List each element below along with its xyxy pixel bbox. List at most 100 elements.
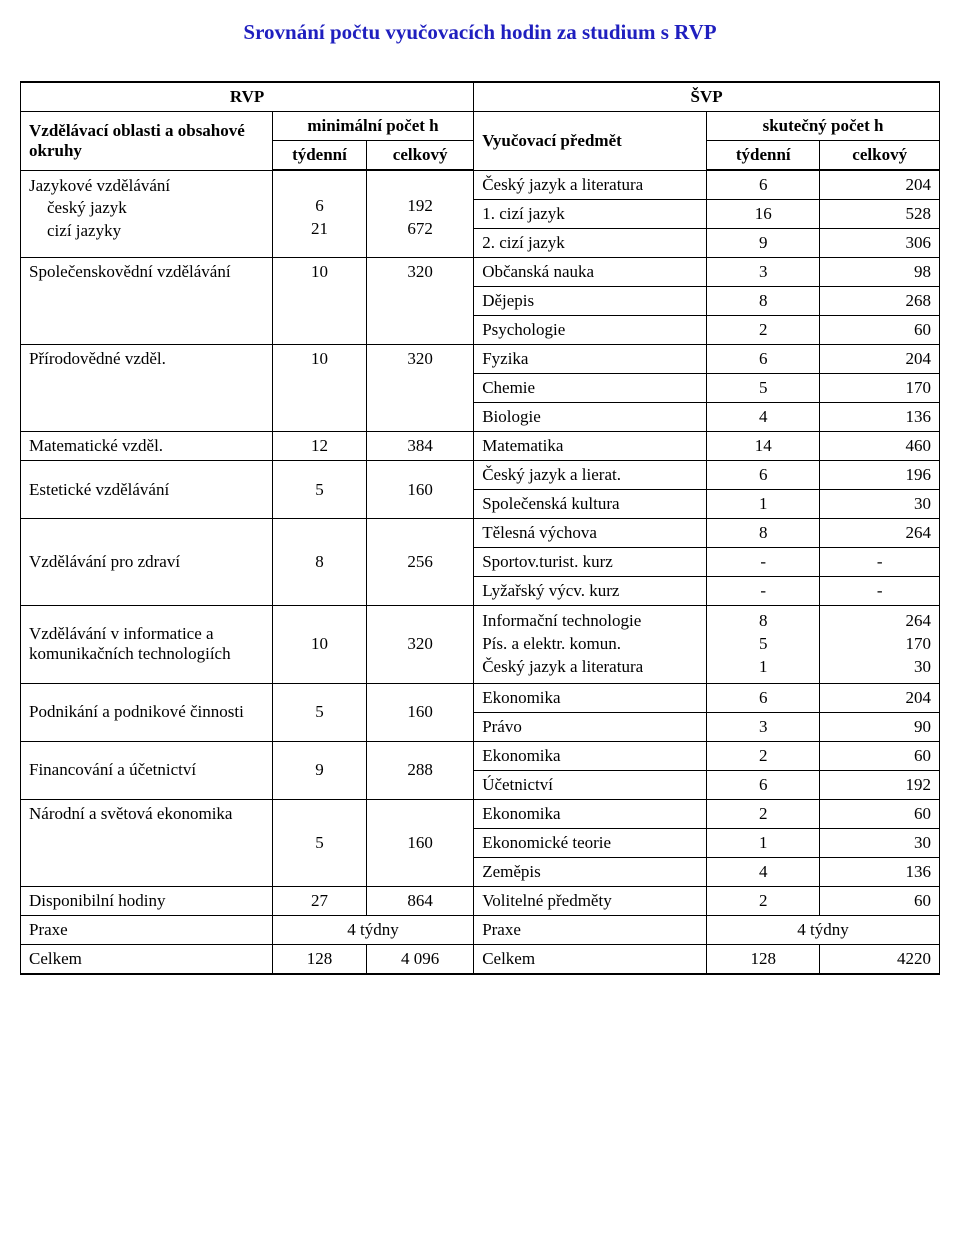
text: 170	[828, 633, 931, 656]
table-row: Vzdělávání v informatice a komunikačních…	[21, 606, 940, 684]
text: 6	[281, 195, 358, 218]
act-t: 8	[707, 287, 820, 316]
act-c: 30	[820, 828, 940, 857]
table-row: Praxe 4 týdny Praxe 4 týdny	[21, 915, 940, 944]
subject: 2. cizí jazyk	[474, 229, 707, 258]
area: Estetické vzdělávání	[21, 461, 273, 519]
subject: Dějepis	[474, 287, 707, 316]
hdr-act-total: celkový	[820, 141, 940, 171]
subject: Lyžařský výcv. kurz	[474, 577, 707, 606]
subject: Celkem	[474, 944, 707, 974]
min-c: 320	[367, 258, 474, 345]
text: 5	[715, 633, 811, 656]
act-c: 264	[820, 519, 940, 548]
act-c: 136	[820, 403, 940, 432]
min-t: 8	[272, 519, 366, 606]
subject: Občanská nauka	[474, 258, 707, 287]
text: český jazyk	[29, 197, 264, 220]
act-t: 2	[707, 316, 820, 345]
area: Disponibilní hodiny	[21, 886, 273, 915]
subject: Tělesná výchova	[474, 519, 707, 548]
subject: Společenská kultura	[474, 490, 707, 519]
act-t: 1	[707, 490, 820, 519]
text: 21	[281, 218, 358, 241]
table-row: Podnikání a podnikové činnosti 5 160 Eko…	[21, 683, 940, 712]
hdr-area: Vzdělávací oblasti a obsahové okruhy	[21, 112, 273, 171]
min-c: 384	[367, 432, 474, 461]
min-c: 864	[367, 886, 474, 915]
act-t: 5	[707, 374, 820, 403]
min-t: 10	[272, 606, 366, 684]
area: Podnikání a podnikové činnosti	[21, 683, 273, 741]
text: 672	[375, 218, 465, 241]
area: Vzdělávání v informatice a komunikačních…	[21, 606, 273, 684]
act-c: 306	[820, 229, 940, 258]
act-t: 8	[707, 519, 820, 548]
table-row: Financování a účetnictví 9 288 Ekonomika…	[21, 741, 940, 770]
act-c: 204	[820, 345, 940, 374]
min-c: 160	[367, 683, 474, 741]
min-c: 320	[367, 345, 474, 432]
act-t: 6	[707, 345, 820, 374]
min-c: 192 672	[367, 170, 474, 258]
min-c: 320	[367, 606, 474, 684]
min-t: 10	[272, 258, 366, 345]
text: cizí jazyky	[29, 220, 264, 243]
act-t: 3	[707, 258, 820, 287]
subject: Český jazyk a literatura	[474, 170, 707, 200]
act-c: 196	[820, 461, 940, 490]
area-jazyky: Jazykové vzdělávání český jazyk cizí jaz…	[21, 170, 273, 258]
comparison-table: RVP ŠVP Vzdělávací oblasti a obsahové ok…	[20, 81, 940, 975]
page-title: Srovnání počtu vyučovacích hodin za stud…	[20, 20, 940, 45]
subject: Právo	[474, 712, 707, 741]
hdr-act-weekly: týdenní	[707, 141, 820, 171]
act-t: -	[707, 577, 820, 606]
hdr-subject: Vyučovací předmět	[474, 112, 707, 171]
hdr-actual: skutečný počet h	[707, 112, 940, 141]
act-c: 136	[820, 857, 940, 886]
subject: Ekonomika	[474, 799, 707, 828]
table-row-total: Celkem 128 4 096 Celkem 128 4220	[21, 944, 940, 974]
act-t: 6	[707, 770, 820, 799]
table-row: Národní a světová ekonomika 5 160 Ekonom…	[21, 799, 940, 828]
subject: 1. cizí jazyk	[474, 200, 707, 229]
min-t: 5	[272, 683, 366, 741]
act-c: 60	[820, 886, 940, 915]
act-merged: 4 týdny	[707, 915, 940, 944]
table-row: Matematické vzděl. 12 384 Matematika 14 …	[21, 432, 940, 461]
area: Přírodovědné vzděl.	[21, 345, 273, 432]
act-t: 4	[707, 403, 820, 432]
act-t: 6	[707, 461, 820, 490]
subject: Ekonomika	[474, 683, 707, 712]
act-c: 90	[820, 712, 940, 741]
text: 30	[828, 656, 931, 679]
subject: Praxe	[474, 915, 707, 944]
min-t: 128	[272, 944, 366, 974]
table-row: Vzdělávání pro zdraví 8 256 Tělesná vých…	[21, 519, 940, 548]
subject: Matematika	[474, 432, 707, 461]
min-c: 288	[367, 741, 474, 799]
hdr-min-weekly: týdenní	[272, 141, 366, 171]
act-c: 268	[820, 287, 940, 316]
act-c: -	[820, 577, 940, 606]
act-c: 60	[820, 741, 940, 770]
text: Český jazyk a literatura	[482, 656, 698, 679]
act-c: 192	[820, 770, 940, 799]
text: 1	[715, 656, 811, 679]
min-t: 6 21	[272, 170, 366, 258]
subject: Sportov.turist. kurz	[474, 548, 707, 577]
subject: Ekonomické teorie	[474, 828, 707, 857]
text: 264	[828, 610, 931, 633]
hdr-min-total: celkový	[367, 141, 474, 171]
subject: Biologie	[474, 403, 707, 432]
act-t: 4	[707, 857, 820, 886]
min-t: 5	[272, 799, 366, 886]
text: 8	[715, 610, 811, 633]
act-t: 3	[707, 712, 820, 741]
subject: Účetnictví	[474, 770, 707, 799]
act-c: 528	[820, 200, 940, 229]
text: Informační technologie	[482, 610, 698, 633]
area: Matematické vzděl.	[21, 432, 273, 461]
min-t: 10	[272, 345, 366, 432]
hdr-svp: ŠVP	[474, 82, 940, 112]
